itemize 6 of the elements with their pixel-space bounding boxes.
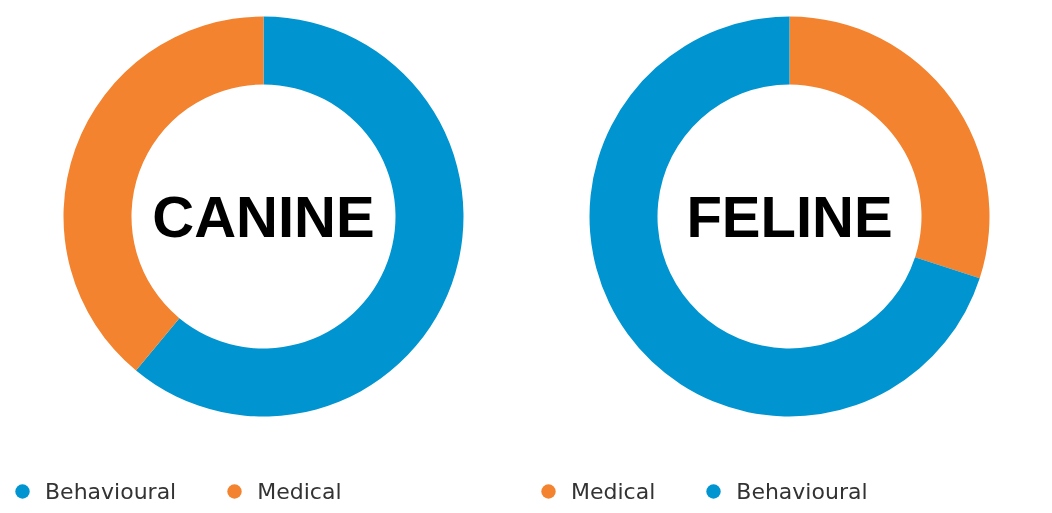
text: FELINE <box>686 184 893 249</box>
legend-label: Medical <box>571 478 656 504</box>
legend-label: Behavioural <box>45 478 177 504</box>
legend-label: Medical <box>257 478 342 504</box>
legend-label: Behavioural <box>736 478 868 504</box>
text: CANINE <box>152 184 375 249</box>
